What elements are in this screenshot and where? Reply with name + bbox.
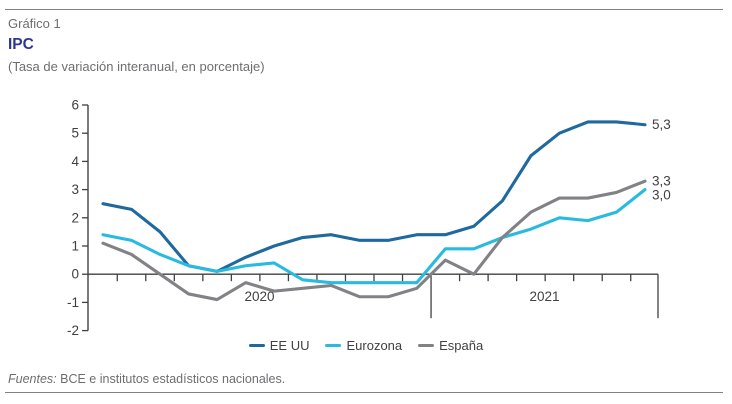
y-axis-tick-label: 6 bbox=[71, 98, 79, 113]
series-end-label-espana: 3,3 bbox=[652, 174, 671, 189]
y-axis-tick-label: 2 bbox=[71, 210, 79, 225]
top-divider bbox=[5, 9, 723, 10]
figure-kicker: Gráfico 1 bbox=[8, 16, 61, 31]
y-axis-tick-label: 0 bbox=[71, 267, 79, 282]
sources-note: Fuentes: BCE e institutos estadísticos n… bbox=[8, 372, 285, 386]
series-line-espana bbox=[101, 179, 647, 302]
legend-item-eurozona: Eurozona bbox=[325, 338, 402, 353]
legend-swatch-ee-uu bbox=[248, 343, 265, 348]
y-axis-tick-label: -1 bbox=[67, 295, 79, 310]
legend-label-ee-uu: EE UU bbox=[269, 338, 310, 353]
legend-item-espana: España bbox=[418, 338, 483, 353]
legend-item-ee-uu: EE UU bbox=[248, 338, 310, 353]
figure-title: IPC bbox=[8, 36, 34, 53]
series-line-eurozona bbox=[101, 188, 647, 285]
figure-subtitle: (Tasa de variación interanual, en porcen… bbox=[8, 59, 265, 74]
y-axis-tick-label: 5 bbox=[71, 126, 79, 141]
legend-swatch-espana bbox=[418, 343, 435, 348]
sources-label: Fuentes: bbox=[8, 372, 57, 386]
legend-label-eurozona: Eurozona bbox=[346, 338, 403, 353]
year-label-2021: 2021 bbox=[530, 289, 560, 304]
y-axis-tick-label: 3 bbox=[71, 182, 79, 197]
y-axis-tick-label: 4 bbox=[71, 154, 79, 169]
year-label-2020: 2020 bbox=[245, 289, 275, 304]
sources-text: BCE e institutos estadísticos nacionales… bbox=[56, 372, 286, 386]
chart-legend: EE UU Eurozona España bbox=[0, 338, 732, 353]
bottom-divider bbox=[5, 392, 723, 393]
ipc-line-chart: -2 -1 0 1 2 3 4 5 6 2020 2021 5,3 3,33,0 bbox=[67, 98, 671, 336]
y-axis-tick-label: 1 bbox=[71, 239, 79, 254]
series-end-label-eurozona: 3,0 bbox=[652, 188, 671, 203]
y-axis-tick-label: -2 bbox=[67, 323, 79, 335]
legend-label-espana: España bbox=[439, 338, 484, 353]
legend-swatch-eurozona bbox=[325, 343, 342, 348]
series-end-label-ee-uu: 5,3 bbox=[652, 117, 671, 132]
